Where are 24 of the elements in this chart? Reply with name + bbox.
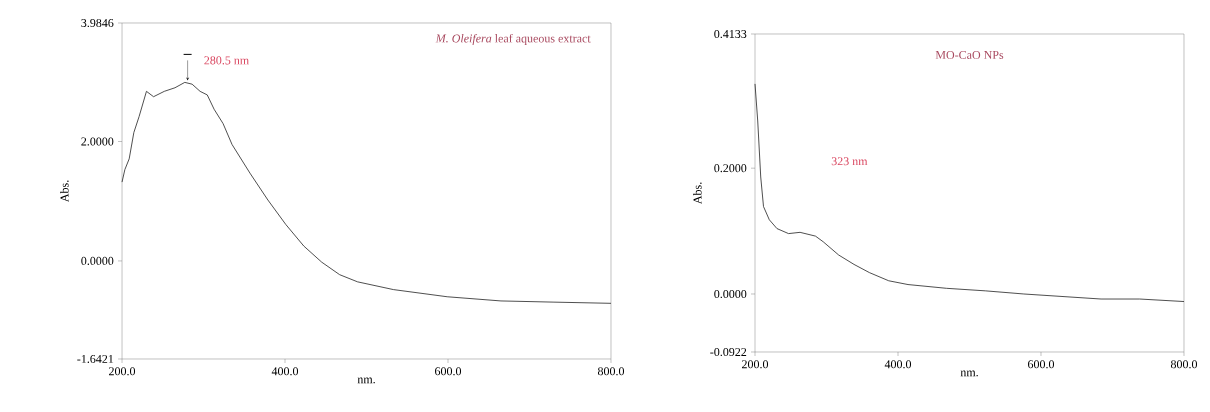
x-tick-label: 400.0 bbox=[271, 367, 299, 376]
y-tick-label: -0.0922 bbox=[710, 347, 747, 357]
annotation: 323 nm bbox=[831, 157, 868, 166]
y-axis-title: Abs. bbox=[60, 180, 69, 203]
x-axis-title: nm. bbox=[960, 370, 978, 377]
y-axis-title: Abs. bbox=[693, 182, 702, 205]
text: M. Oleifera leaf aqueous extract bbox=[435, 33, 591, 45]
text: MO-CaO NPs bbox=[935, 50, 1004, 59]
annotation: 280.5 nm bbox=[204, 56, 249, 65]
x-tick-label: 800.0 bbox=[597, 367, 625, 376]
x-tick-label: 200.0 bbox=[742, 360, 769, 369]
x-tick-label: 800.0 bbox=[1170, 360, 1198, 369]
x-axis-title: nm. bbox=[357, 377, 375, 384]
y-tick-label: 3.9846 bbox=[81, 18, 114, 28]
y-tick-label: 2.0000 bbox=[81, 137, 114, 146]
x-tick-label: 200.0 bbox=[109, 367, 136, 376]
x-tick-label: 600.0 bbox=[435, 367, 462, 376]
x-tick-label: 400.0 bbox=[884, 360, 912, 369]
y-tick-label: 0.4133 bbox=[714, 29, 747, 39]
y-tick-label: 0.0000 bbox=[714, 289, 747, 299]
y-tick-label: -1.6421 bbox=[77, 354, 114, 364]
y-tick-label: 0.0000 bbox=[81, 256, 114, 266]
x-tick-label: 600.0 bbox=[1028, 360, 1055, 369]
y-tick-label: 0.2000 bbox=[714, 164, 747, 173]
